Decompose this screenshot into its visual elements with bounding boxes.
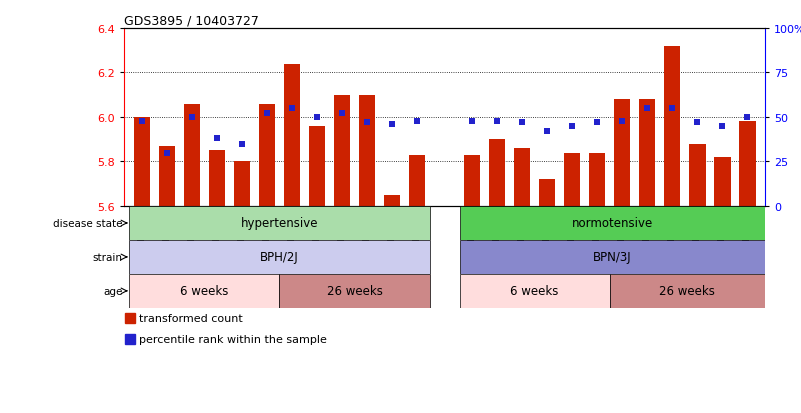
Bar [259, 104, 275, 206]
Point [385, 121, 398, 128]
Bar [126, 334, 135, 344]
Bar [126, 313, 135, 323]
Point [666, 106, 678, 112]
Bar [384, 195, 400, 206]
Bar [208, 151, 225, 206]
Text: transformed count: transformed count [139, 313, 243, 323]
Bar [610, 274, 765, 308]
Point [285, 106, 298, 112]
Point [235, 141, 248, 148]
Bar [409, 155, 425, 206]
Bar [714, 158, 731, 206]
Bar [134, 118, 150, 206]
Point [741, 114, 754, 121]
Bar [564, 153, 581, 206]
Bar [739, 122, 755, 206]
Bar [460, 206, 765, 240]
Text: BPN/3J: BPN/3J [593, 251, 631, 264]
Text: 26 weeks: 26 weeks [327, 285, 382, 298]
Point [566, 123, 578, 130]
Bar [129, 240, 429, 274]
Point [591, 120, 604, 126]
Bar [514, 149, 530, 206]
Text: age: age [103, 286, 123, 296]
Point [691, 120, 704, 126]
Text: 6 weeks: 6 weeks [510, 285, 559, 298]
Bar [183, 104, 200, 206]
Point [491, 118, 504, 125]
Point [336, 111, 348, 117]
Point [211, 136, 223, 142]
Bar [614, 100, 630, 206]
Text: 6 weeks: 6 weeks [180, 285, 228, 298]
Bar [589, 153, 606, 206]
Text: normotensive: normotensive [572, 217, 653, 230]
Bar [489, 140, 505, 206]
Bar [359, 95, 375, 206]
Bar [280, 274, 429, 308]
Point [260, 111, 273, 117]
Point [160, 150, 173, 157]
Point [185, 114, 198, 121]
Bar [129, 274, 280, 308]
Bar [460, 240, 765, 274]
Bar [460, 274, 610, 308]
Bar [334, 95, 350, 206]
Point [135, 118, 148, 125]
Bar [234, 162, 250, 206]
Bar [539, 180, 555, 206]
Bar [639, 100, 655, 206]
Bar [464, 155, 481, 206]
Bar [308, 126, 325, 206]
Text: GDS3895 / 10403727: GDS3895 / 10403727 [124, 15, 259, 28]
Bar [159, 147, 175, 206]
Point [311, 114, 324, 121]
Point [641, 106, 654, 112]
Text: strain: strain [93, 252, 123, 262]
Point [541, 128, 553, 135]
Text: hypertensive: hypertensive [240, 217, 318, 230]
Text: 26 weeks: 26 weeks [659, 285, 715, 298]
Bar [664, 47, 681, 207]
Text: BPH/2J: BPH/2J [260, 251, 299, 264]
Text: percentile rank within the sample: percentile rank within the sample [139, 334, 327, 344]
Point [616, 118, 629, 125]
Point [411, 118, 424, 125]
Point [465, 118, 478, 125]
Bar [129, 206, 429, 240]
Bar [689, 144, 706, 206]
Bar [284, 64, 300, 206]
Point [516, 120, 529, 126]
Point [716, 123, 729, 130]
Text: disease state: disease state [54, 218, 123, 228]
Point [360, 120, 373, 126]
